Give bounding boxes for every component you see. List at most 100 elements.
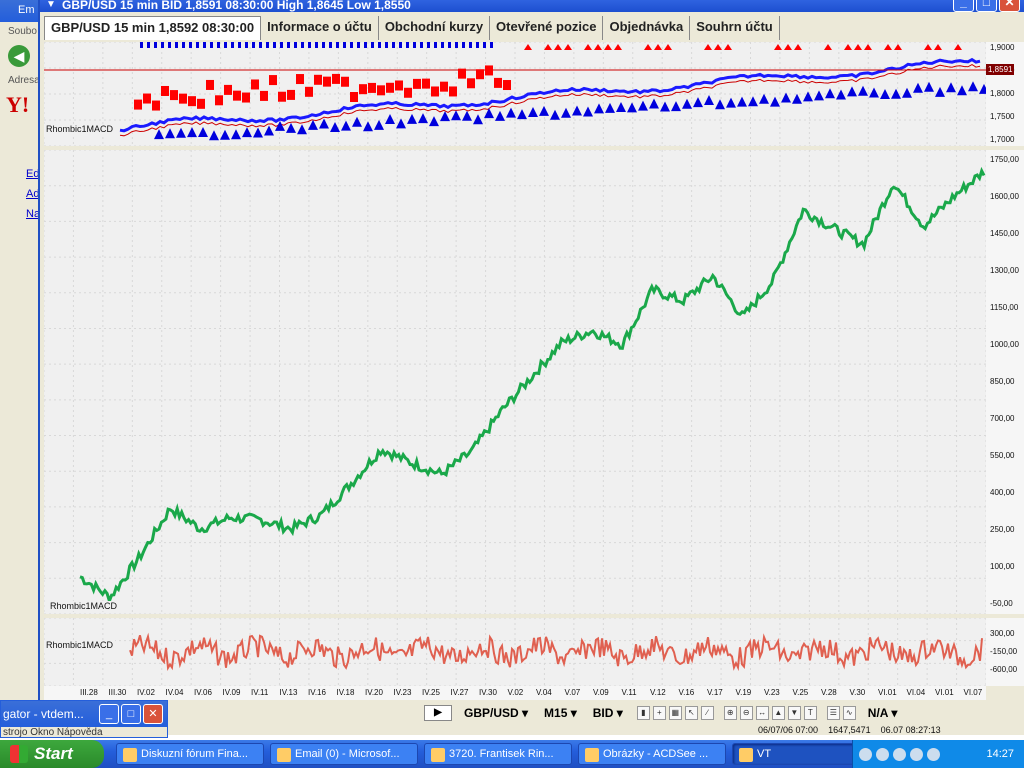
taskbar-item-4[interactable]: VT [732, 743, 872, 765]
navigator-maximize-button[interactable]: □ [121, 704, 141, 724]
sell-signal-marker [233, 90, 241, 101]
grid-icon[interactable]: ▦ [668, 706, 682, 720]
time-x-axis[interactable]: III.28 III.30 IV.02 IV.04 IV.06 IV.09 IV.11 IV.… [44, 686, 986, 700]
buy-signal-marker [413, 42, 416, 48]
buy-arrow-marker [198, 126, 208, 137]
start-button[interactable]: Start [0, 740, 104, 768]
background-menu-bar[interactable]: Soubo [8, 26, 37, 37]
sell-signal-marker [305, 86, 313, 97]
arrows-icon[interactable]: ↔ [755, 706, 769, 720]
back-arrow-icon[interactable]: ◀ [8, 45, 30, 67]
buy-arrow-marker [957, 85, 967, 96]
window-title-bar[interactable]: ▼ GBP/USD 15 min BID 1,8591 08:30:00 Hig… [40, 0, 1024, 12]
tray-antivirus-icon[interactable] [893, 747, 906, 761]
crosshair-icon[interactable]: + [652, 706, 666, 720]
buy-signal-marker [427, 42, 430, 48]
macd-line [129, 632, 983, 672]
y-tick-label: 100,00 [990, 562, 1015, 571]
buy-arrow-marker [253, 127, 263, 138]
buy-arrow-marker [583, 106, 593, 117]
equity-pane[interactable]: Rhombic1MACD [44, 150, 986, 614]
tray-trading-icon[interactable] [876, 747, 889, 761]
indicator-icon[interactable]: ∿ [842, 706, 856, 720]
navigator-window[interactable]: gator - vtdem... _ □ ✕ strojo Okno Nápov… [0, 700, 168, 738]
sell-signal-marker [260, 90, 268, 101]
text-icon[interactable]: T [803, 706, 817, 720]
tab-1[interactable]: Informace o účtu [261, 16, 379, 40]
sell-signal-marker [287, 89, 295, 100]
cursor-icon[interactable]: ↖ [684, 706, 698, 720]
cursor-value: 1647,5471 [828, 725, 871, 735]
price-signal-chart [44, 42, 986, 146]
tab-5[interactable]: Souhrn účtu [690, 16, 780, 40]
buy-arrow-marker [209, 130, 219, 141]
background-link-3[interactable]: Na [26, 208, 41, 220]
equity-chart [44, 150, 986, 614]
buy-signal-marker [154, 42, 157, 48]
buy-signal-marker [189, 42, 192, 48]
buy-arrow-marker [154, 129, 164, 140]
buy-arrow-marker [418, 113, 428, 124]
na-select[interactable]: N/A ▾ [867, 706, 898, 720]
navigator-close-button[interactable]: ✕ [143, 704, 163, 724]
minimize-button[interactable]: _ [953, 0, 974, 12]
buy-signal-marker [231, 42, 234, 48]
x-tick-label: V.25 [792, 688, 809, 697]
sell-signal-icon[interactable]: ▼ [787, 706, 801, 720]
properties-icon[interactable]: ☰ [826, 706, 840, 720]
macd-pane[interactable]: Rhombic1MACD [44, 618, 986, 686]
taskbar-item-2[interactable]: 3720. Frantisek Rin... [424, 743, 572, 765]
close-button[interactable]: ✕ [999, 0, 1020, 12]
trendline-icon[interactable]: ∕ [700, 706, 714, 720]
y-tick-label: 850,00 [990, 377, 1015, 386]
tray-messenger-icon[interactable] [927, 747, 940, 761]
sell-signal-marker [664, 44, 672, 50]
price-pane[interactable]: Rhombic1MACD [44, 42, 986, 146]
sell-signal-marker [377, 85, 385, 96]
y-tick-label: 300,00 [990, 629, 1015, 638]
tab-0[interactable]: GBP/USD 15 min 1,8592 08:30:00 [44, 16, 262, 40]
maximize-button[interactable]: □ [976, 0, 997, 12]
tab-2[interactable]: Obchodní kurzy [378, 16, 491, 40]
buy-arrow-marker [264, 125, 274, 136]
tab-3[interactable]: Otevřené pozice [490, 16, 604, 40]
taskbar-item-3[interactable]: Obrázky - ACDSee ... [578, 743, 726, 765]
chart-type-icon[interactable]: ▮ [636, 706, 650, 720]
taskbar-item-0[interactable]: Diskuzní fórum Fina... [116, 743, 264, 765]
sell-signal-marker [614, 44, 622, 50]
period-select[interactable]: M15 ▾ [544, 706, 577, 720]
background-link-1[interactable]: Ed [26, 168, 40, 180]
x-tick-label: IV.09 [222, 688, 241, 697]
scroll-right-button[interactable]: ▶ [424, 705, 452, 721]
symbol-select[interactable]: GBP/USD ▾ [464, 706, 529, 720]
macd-y-axis[interactable]: 300,00 -150,00 -600,00 [986, 618, 1024, 686]
background-browser-window[interactable]: Em Soubo ◀ Adresa Y! Ed Ad Na [0, 0, 40, 700]
background-link-2[interactable]: Ad [26, 188, 40, 200]
x-tick-label: V.07 [564, 688, 581, 697]
buy-signal-marker [140, 42, 143, 48]
start-label: Start [34, 744, 73, 763]
sell-signal-marker [386, 82, 394, 93]
side-select[interactable]: BID ▾ [592, 706, 623, 720]
buy-arrow-marker [330, 121, 340, 132]
zoom-out-icon[interactable]: ⊖ [739, 706, 753, 720]
tab-4[interactable]: Objednávka [603, 16, 691, 40]
navigator-minimize-button[interactable]: _ [99, 704, 119, 724]
yahoo-logo[interactable]: Y! [6, 92, 30, 117]
buy-signal-marker [322, 42, 325, 48]
buy-signal-icon[interactable]: ▲ [771, 706, 785, 720]
taskbar-item-1[interactable]: Email (0) - Microsof... [270, 743, 418, 765]
equity-y-axis[interactable]: 1750,00 1600,00 1450,00 1300,00 1150,00 1000,… [986, 150, 1024, 614]
tray-network-icon[interactable] [859, 747, 872, 761]
sell-signal-marker [449, 86, 457, 97]
navigator-menu[interactable]: strojo Okno Nápověda [3, 727, 103, 738]
sell-signal-marker [564, 44, 572, 50]
tray-volume-icon[interactable] [910, 747, 923, 761]
buy-signal-marker [490, 42, 493, 48]
clock[interactable]: 14:27 [986, 748, 1014, 760]
buy-arrow-marker [781, 92, 791, 103]
zoom-in-icon[interactable]: ⊕ [723, 706, 737, 720]
background-window-title[interactable]: Em [0, 0, 39, 22]
buy-arrow-marker [561, 107, 571, 118]
